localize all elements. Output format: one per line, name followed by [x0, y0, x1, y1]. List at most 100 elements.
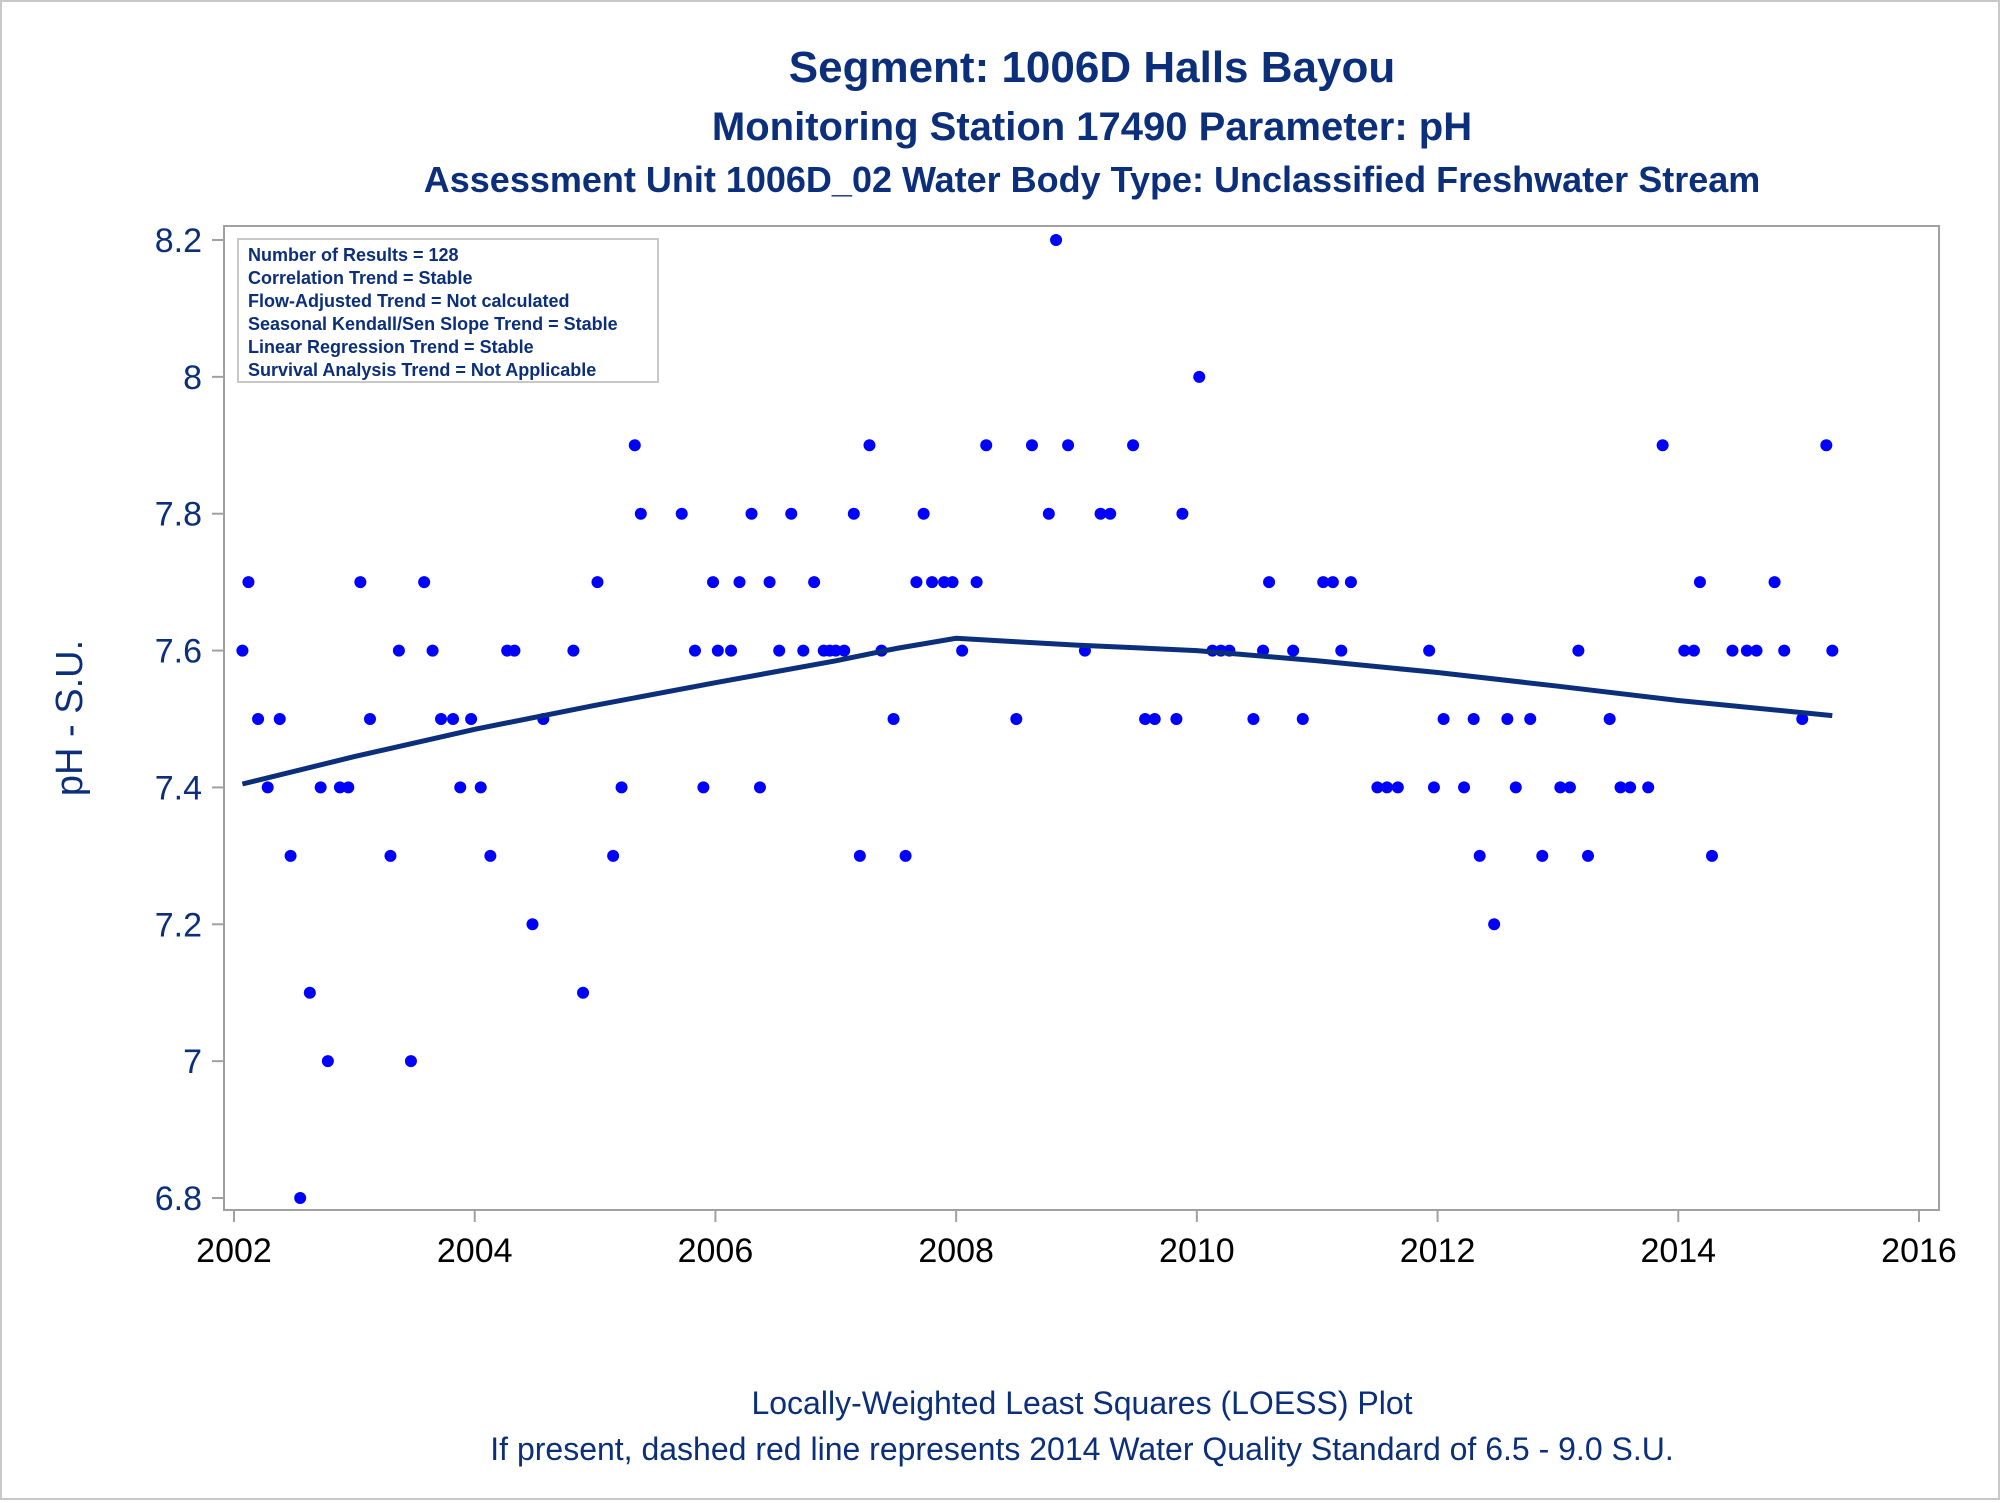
data-point	[252, 713, 265, 725]
x-tick-label: 2006	[678, 1232, 754, 1270]
data-point	[314, 781, 327, 794]
data-point	[797, 644, 810, 657]
data-point	[1193, 370, 1206, 383]
data-point	[1740, 644, 1753, 657]
data-point	[628, 439, 641, 452]
data-point	[426, 644, 439, 657]
stats-line-linear-regression: Linear Regression Trend = Stable	[248, 337, 534, 357]
data-point	[725, 644, 738, 657]
data-point	[1042, 507, 1055, 520]
data-point	[392, 644, 405, 657]
data-point	[1381, 781, 1394, 794]
stats-line-results: Number of Results = 128	[248, 245, 459, 265]
data-point	[1603, 713, 1616, 725]
data-point	[1104, 507, 1117, 520]
data-point	[1687, 644, 1700, 657]
data-point	[294, 1192, 307, 1204]
x-tick-label: 2010	[1159, 1232, 1235, 1270]
data-point	[1614, 781, 1627, 794]
data-point	[1820, 439, 1833, 452]
data-point	[926, 576, 939, 589]
data-point	[567, 644, 580, 657]
data-point	[474, 781, 487, 794]
data-point	[1062, 439, 1075, 452]
data-point	[1473, 849, 1486, 862]
x-tick-label: 2004	[437, 1232, 513, 1270]
data-point	[261, 781, 274, 794]
data-point	[1509, 781, 1522, 794]
data-point	[342, 781, 355, 794]
data-point	[1705, 849, 1718, 862]
data-point	[887, 713, 900, 725]
data-points	[236, 234, 1839, 1204]
data-point	[1317, 576, 1330, 589]
x-tick-label: 2016	[1881, 1232, 1957, 1270]
data-point	[1094, 507, 1107, 520]
data-point	[1427, 781, 1440, 794]
data-point	[1826, 644, 1839, 657]
y-tick-label: 7.8	[155, 496, 202, 534]
data-point	[1467, 713, 1480, 725]
stats-line-survival: Survival Analysis Trend = Not Applicable	[248, 360, 596, 380]
data-point	[1750, 644, 1763, 657]
data-point	[838, 644, 851, 657]
y-tick-label: 8.2	[155, 222, 202, 260]
data-point	[1501, 713, 1514, 725]
data-point	[1726, 644, 1739, 657]
data-point	[946, 576, 959, 589]
data-point	[1025, 439, 1038, 452]
data-point	[688, 644, 701, 657]
data-point	[1656, 439, 1669, 452]
data-point	[1563, 781, 1576, 794]
data-point	[354, 576, 367, 589]
data-point	[321, 1055, 334, 1068]
data-point	[364, 713, 377, 725]
data-point	[454, 781, 467, 794]
y-tick-label: 8	[183, 359, 202, 397]
data-point	[1624, 781, 1637, 794]
data-point	[242, 576, 255, 589]
data-point	[1554, 781, 1567, 794]
data-point	[956, 644, 969, 657]
data-point	[1296, 713, 1309, 725]
y-tick-label: 7.6	[155, 633, 202, 671]
plot-area	[223, 225, 1940, 1211]
data-point	[1582, 849, 1595, 862]
data-point	[1778, 644, 1791, 657]
y-tick-label: 7.4	[155, 769, 202, 807]
data-point	[938, 576, 951, 589]
data-point	[1524, 713, 1537, 725]
data-point	[753, 781, 766, 794]
stats-line-correlation: Correlation Trend = Stable	[248, 268, 473, 288]
y-tick-label: 7	[183, 1043, 202, 1081]
data-point	[980, 439, 993, 452]
data-point	[847, 507, 860, 520]
data-point	[1693, 576, 1706, 589]
data-point	[707, 576, 720, 589]
data-point	[1127, 439, 1140, 452]
data-point	[1371, 781, 1384, 794]
data-point	[970, 576, 983, 589]
data-point	[785, 507, 798, 520]
data-point	[484, 849, 497, 862]
stats-box: Number of Results = 128 Correlation Tren…	[237, 238, 659, 383]
data-point	[899, 849, 912, 862]
chart-subtitle-assessment: Assessment Unit 1006D_02 Water Body Type…	[424, 159, 1761, 200]
loess-curve	[241, 635, 1833, 787]
data-point	[615, 781, 628, 794]
data-point	[808, 576, 821, 589]
data-point	[773, 644, 786, 657]
data-point	[465, 713, 478, 725]
data-point	[1458, 781, 1471, 794]
data-point	[1335, 644, 1348, 657]
chart-title: Segment: 1006D Halls Bayou	[789, 43, 1395, 92]
data-point	[1796, 713, 1809, 725]
data-point	[1050, 234, 1063, 246]
data-point	[1536, 849, 1549, 862]
data-point	[384, 849, 397, 862]
data-point	[303, 986, 316, 999]
y-tick-label: 7.2	[155, 906, 202, 944]
data-point	[404, 1055, 417, 1068]
data-point	[917, 507, 930, 520]
